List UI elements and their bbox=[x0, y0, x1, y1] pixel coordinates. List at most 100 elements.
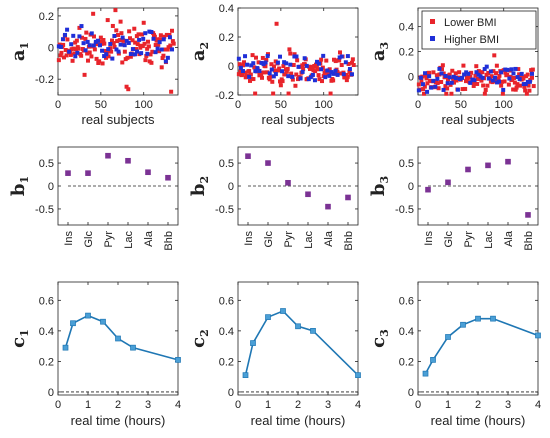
data-point bbox=[497, 79, 502, 84]
y-tick-label: 0.2 bbox=[219, 32, 234, 44]
data-point bbox=[525, 79, 530, 84]
data-point bbox=[505, 158, 511, 165]
data-point bbox=[127, 29, 132, 34]
data-point bbox=[452, 80, 456, 85]
y-tick-label: 0 bbox=[228, 387, 234, 399]
data-point bbox=[515, 75, 520, 80]
data-point bbox=[524, 91, 529, 96]
data-point bbox=[132, 26, 137, 31]
data-point bbox=[240, 69, 245, 74]
x-tick-label: 3 bbox=[145, 399, 151, 411]
data-point bbox=[422, 84, 427, 89]
data-point bbox=[331, 71, 336, 76]
data-point bbox=[436, 86, 441, 91]
data-point bbox=[58, 53, 63, 58]
data-point bbox=[445, 334, 451, 340]
x-tick-label: Glc bbox=[443, 231, 455, 248]
data-point bbox=[250, 53, 255, 58]
data-point bbox=[159, 65, 164, 70]
data-point bbox=[485, 83, 490, 88]
series-line bbox=[244, 310, 359, 376]
data-point bbox=[476, 69, 481, 74]
data-point bbox=[153, 50, 158, 55]
data-point bbox=[116, 33, 120, 38]
data-point bbox=[149, 60, 154, 65]
y-axis-label-subscript: 2 bbox=[198, 176, 211, 184]
data-point bbox=[86, 58, 90, 63]
data-point bbox=[530, 71, 534, 76]
data-point bbox=[271, 74, 276, 79]
data-point bbox=[429, 85, 434, 90]
data-point bbox=[283, 72, 288, 77]
data-point bbox=[110, 23, 115, 28]
data-point bbox=[345, 194, 351, 201]
x-tick-label: 0 bbox=[55, 399, 61, 411]
y-tick-label: 0.2 bbox=[399, 356, 414, 368]
data-point bbox=[422, 91, 426, 96]
x-tick-label: 50 bbox=[455, 99, 467, 111]
x-tick-label: Pyr bbox=[103, 231, 115, 248]
data-point bbox=[271, 91, 276, 96]
y-axis-label: a3 bbox=[368, 42, 391, 61]
data-point bbox=[274, 21, 279, 26]
data-point bbox=[526, 83, 531, 88]
x-axis-label: real time (hours) bbox=[71, 413, 166, 428]
data-point bbox=[530, 67, 535, 72]
x-tick-label: Ins bbox=[63, 231, 75, 246]
data-point bbox=[280, 79, 285, 84]
data-point bbox=[284, 69, 289, 74]
y-tick-label: 0 bbox=[408, 181, 414, 193]
y-tick-label: -0.5 bbox=[35, 204, 54, 216]
data-point bbox=[118, 42, 123, 47]
data-point bbox=[120, 60, 125, 65]
x-tick-label: 100 bbox=[135, 99, 153, 111]
data-point bbox=[503, 67, 508, 72]
data-point bbox=[97, 59, 102, 64]
data-point bbox=[165, 55, 170, 60]
data-point bbox=[333, 59, 338, 64]
x-tick-label: 2 bbox=[115, 399, 121, 411]
data-point bbox=[81, 41, 86, 46]
y-tick-label: 0 bbox=[408, 71, 414, 83]
data-point bbox=[530, 75, 534, 80]
data-point bbox=[298, 76, 303, 81]
data-point bbox=[319, 57, 324, 62]
data-point bbox=[300, 69, 305, 74]
data-point bbox=[116, 49, 121, 54]
y-tick-label: -0.5 bbox=[215, 204, 234, 216]
data-point bbox=[92, 47, 97, 52]
data-point bbox=[145, 46, 150, 51]
data-point bbox=[161, 37, 166, 42]
data-point bbox=[126, 87, 131, 92]
panel-b1: -0.5 0 0.5 b1 Ins Glc Pyr Lac Ala Bhb bbox=[8, 146, 179, 251]
data-point bbox=[257, 68, 262, 73]
data-point bbox=[468, 80, 473, 85]
data-point bbox=[98, 35, 103, 40]
data-point bbox=[155, 37, 160, 42]
data-point bbox=[261, 70, 266, 75]
data-point bbox=[145, 169, 151, 176]
x-tick-label: Bhb bbox=[523, 231, 535, 251]
data-point bbox=[337, 55, 342, 60]
data-point bbox=[87, 50, 92, 55]
y-tick-label: 0.4 bbox=[399, 22, 414, 34]
data-point bbox=[61, 42, 66, 47]
data-point bbox=[158, 33, 163, 38]
x-tick-label: 1 bbox=[265, 399, 271, 411]
data-point bbox=[252, 65, 257, 70]
data-point bbox=[464, 70, 469, 75]
data-point bbox=[60, 37, 65, 42]
data-point bbox=[321, 53, 326, 58]
data-point bbox=[263, 64, 268, 69]
data-point bbox=[62, 55, 66, 60]
data-point bbox=[273, 59, 278, 64]
data-point bbox=[301, 67, 306, 72]
data-point bbox=[249, 63, 254, 68]
y-axis-label: c1 bbox=[8, 329, 31, 348]
data-point bbox=[445, 179, 451, 186]
data-point bbox=[158, 37, 162, 42]
data-point bbox=[167, 33, 172, 38]
data-point bbox=[141, 36, 146, 41]
data-point bbox=[58, 44, 63, 49]
data-point bbox=[317, 77, 322, 82]
